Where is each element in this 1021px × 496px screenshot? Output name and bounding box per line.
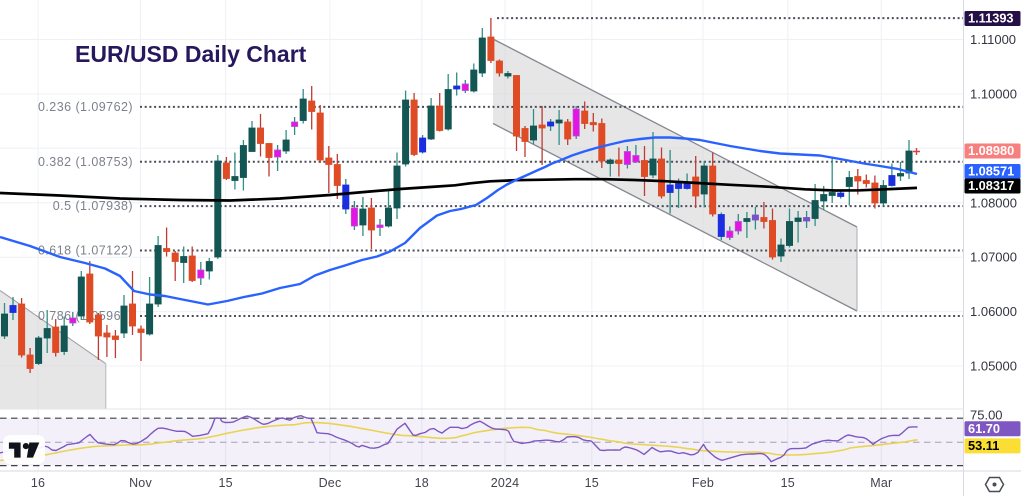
svg-text:EUR/USD Daily Chart: EUR/USD Daily Chart (75, 41, 307, 67)
svg-text:1.11000: 1.11000 (970, 32, 1016, 47)
svg-text:1.10000: 1.10000 (970, 87, 1017, 102)
svg-text:1.11393: 1.11393 (968, 11, 1014, 26)
svg-text:Feb: Feb (692, 476, 714, 490)
svg-text:Mar: Mar (870, 476, 892, 490)
svg-text:53.11: 53.11 (968, 438, 999, 453)
svg-text:15: 15 (218, 476, 232, 490)
svg-text:1.08571: 1.08571 (968, 164, 1014, 179)
svg-text:2024: 2024 (491, 476, 520, 490)
svg-text:0.786 (1.05961): 0.786 (1.05961) (38, 309, 133, 323)
svg-text:1.08980: 1.08980 (968, 143, 1014, 158)
svg-text:1.08000: 1.08000 (970, 195, 1017, 210)
svg-text:0.5 (1.07938): 0.5 (1.07938) (53, 199, 133, 213)
svg-text:Nov: Nov (129, 476, 152, 490)
svg-text:1.05000: 1.05000 (970, 359, 1017, 374)
svg-text:1.07000: 1.07000 (970, 250, 1017, 265)
svg-text:15: 15 (781, 476, 795, 490)
svg-text:15: 15 (585, 476, 599, 490)
svg-text:1.08317: 1.08317 (968, 178, 1014, 193)
svg-text:Dec: Dec (319, 476, 342, 490)
svg-text:0.382 (1.08753): 0.382 (1.08753) (38, 155, 133, 169)
svg-text:0.618 (1.07122): 0.618 (1.07122) (38, 244, 133, 258)
svg-text:1.06000: 1.06000 (970, 304, 1017, 319)
svg-text:75.00: 75.00 (970, 408, 1003, 423)
svg-text:61.70: 61.70 (968, 421, 1000, 436)
svg-text:0.236 (1.09762): 0.236 (1.09762) (38, 100, 133, 114)
svg-text:18: 18 (415, 476, 429, 490)
svg-text:16: 16 (31, 476, 45, 490)
